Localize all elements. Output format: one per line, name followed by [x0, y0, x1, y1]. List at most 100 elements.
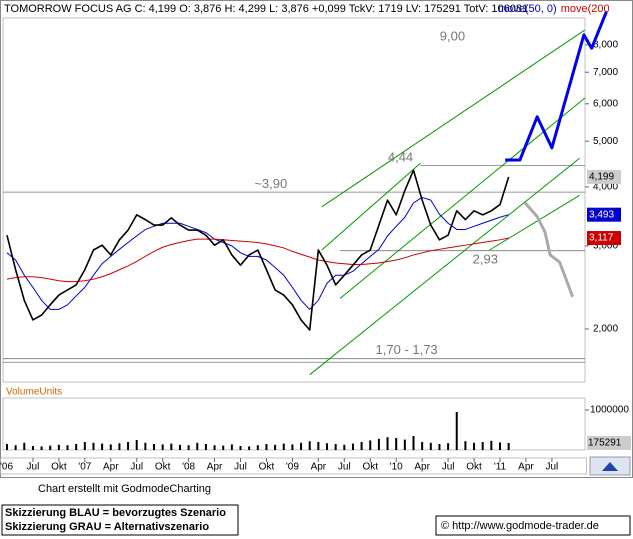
y-tick-label: 3,000 — [593, 241, 618, 252]
price-tag — [587, 207, 621, 222]
x-tick-label: Apr — [414, 462, 430, 473]
volume-bar — [343, 444, 346, 450]
annotation: 1,70 - 1,73 — [376, 342, 438, 357]
volume-bar — [498, 442, 501, 450]
volume-bar — [421, 442, 424, 450]
volume-bar — [5, 444, 8, 450]
volume-bar — [161, 444, 164, 450]
x-tick-label: Apr — [207, 462, 223, 473]
volume-bar — [490, 440, 493, 450]
volume-bar — [127, 442, 130, 450]
volume-tag-label: 175291 — [588, 438, 622, 449]
volume-bar — [49, 445, 52, 450]
chart-title: TOMORROW FOCUS AG C: 4,199 O: 3,876 H: 4… — [4, 3, 528, 15]
volume-bar — [360, 442, 363, 450]
volume-bar — [239, 446, 242, 450]
volume-bar — [317, 442, 320, 450]
button-icon — [602, 462, 618, 471]
volume-bar — [213, 445, 216, 450]
volume-bar — [412, 436, 415, 450]
x-tick-label: Okt — [466, 462, 482, 473]
x-tick-label: '07 — [78, 462, 91, 473]
volume-bar — [40, 446, 43, 450]
volume-bar — [109, 444, 112, 450]
y-tick-label: 5,000 — [593, 136, 618, 147]
volume-bar — [395, 438, 398, 450]
price-tag — [587, 231, 621, 246]
x-tick-label: Okt — [51, 462, 67, 473]
volume-bar — [308, 441, 311, 450]
volume-bar — [153, 444, 156, 450]
volume-bar — [300, 442, 303, 450]
volume-bar — [230, 444, 233, 450]
volume-bar — [464, 441, 467, 450]
y-tick-label: 7,000 — [593, 67, 618, 78]
price-tag-label: 3,493 — [589, 209, 614, 220]
x-tick-label: '09 — [286, 462, 299, 473]
url-box — [435, 515, 631, 536]
volume-bar — [57, 444, 60, 450]
x-tick-label: Okt — [259, 462, 275, 473]
volume-bar — [204, 444, 207, 450]
volume-bar — [507, 442, 510, 450]
volume-bar — [481, 442, 484, 450]
notes-box — [1, 504, 239, 536]
volume-bar — [170, 443, 173, 450]
price-panel — [2, 17, 586, 383]
volume-bar — [265, 444, 268, 450]
volume-bar — [429, 442, 432, 450]
volume-bar — [196, 442, 199, 450]
x-tick-label: Apr — [311, 462, 327, 473]
note: Skizzierung BLAU = bevorzugtes Szenario — [5, 507, 226, 519]
volume-bar — [438, 444, 441, 450]
y-tick-label: 2,000 — [593, 324, 618, 335]
volume-bar — [351, 443, 354, 450]
x-tick-label: Jul — [130, 462, 143, 473]
url: © http://www.godmode-trader.de — [441, 520, 599, 532]
volume-bar — [369, 440, 372, 450]
trend-line — [489, 194, 580, 251]
volume-bar — [326, 443, 329, 450]
volume-bar — [455, 412, 458, 450]
volume-tick-label: 1000000 — [590, 405, 629, 416]
trend-line — [321, 162, 421, 251]
x-tick-label: '10 — [390, 462, 403, 473]
volume-bar — [274, 444, 277, 450]
x-tick-label: '08 — [182, 462, 195, 473]
x-tick-label: Jul — [545, 462, 558, 473]
x-tick-label: Jul — [27, 462, 40, 473]
x-tick-label: Apr — [518, 462, 534, 473]
volume-bar — [282, 443, 285, 450]
volume-bar — [23, 442, 26, 450]
x-axis-band — [0, 457, 587, 475]
volume-bar — [334, 444, 337, 450]
legend-entry: move(200 — [561, 3, 610, 15]
volume-bar — [248, 446, 251, 450]
x-tick-label: '11 — [494, 462, 507, 473]
annotation: 9,00 — [440, 29, 465, 44]
volume-bar — [66, 445, 69, 450]
moving-average — [6, 237, 509, 283]
x-tick-label: '06 — [0, 462, 13, 473]
volume-bar — [403, 439, 406, 450]
x-tick-label: Jul — [442, 462, 455, 473]
price-tag-label: 3,117 — [589, 233, 614, 244]
volume-bar — [178, 444, 181, 450]
x-tick-label: Apr — [103, 462, 119, 473]
trend-line — [309, 157, 580, 376]
note: Skizzierung GRAU = Alternativszenario — [5, 521, 209, 533]
annotation: ~3,90 — [254, 176, 287, 191]
volume-bar — [101, 443, 104, 450]
volume-bar — [92, 442, 95, 450]
volume-bar — [135, 440, 138, 450]
price-tag-label: 4,199 — [589, 172, 614, 183]
x-tick-label: Okt — [362, 462, 378, 473]
y-tick-label: 6,000 — [593, 98, 618, 109]
volume-panel — [2, 397, 586, 451]
y-tick-label: 4,000 — [593, 182, 618, 193]
volume-bar — [377, 438, 380, 450]
volume-bar — [187, 445, 190, 450]
volume-bar — [222, 445, 225, 450]
